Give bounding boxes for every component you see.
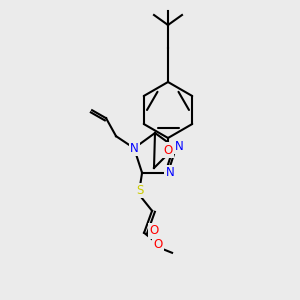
Text: N: N: [166, 166, 174, 179]
Text: S: S: [136, 184, 144, 197]
Text: O: O: [149, 224, 158, 237]
Text: O: O: [153, 238, 163, 251]
Text: N: N: [130, 142, 139, 155]
Text: O: O: [164, 143, 172, 157]
Text: N: N: [175, 140, 183, 153]
